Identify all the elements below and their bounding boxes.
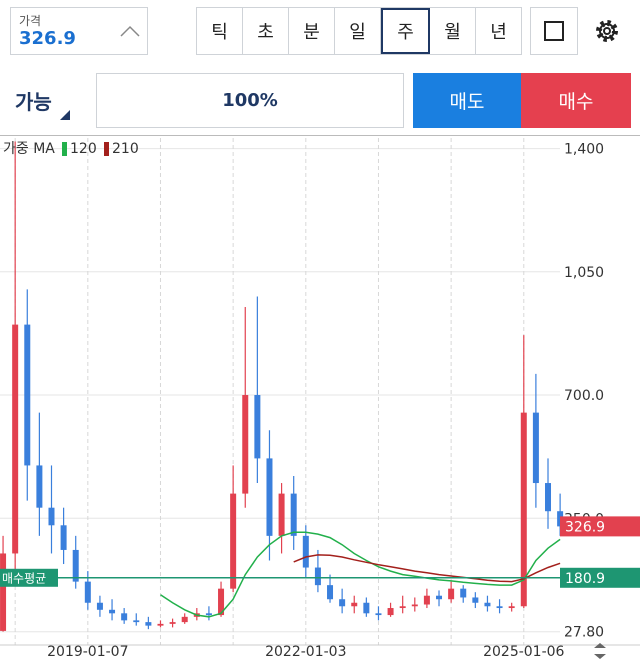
legend-swatch: [62, 142, 67, 156]
period-tab[interactable]: 년: [490, 22, 507, 43]
candle-body: [339, 599, 346, 607]
candle-body: [0, 553, 7, 631]
candle-body: [157, 623, 164, 626]
x-tick-label: 2025-01-06: [483, 644, 564, 660]
candle-body: [363, 602, 370, 614]
price-label: 가격: [19, 14, 42, 28]
candle-body: [266, 458, 273, 536]
candle-body: [508, 606, 515, 609]
candle-body: [496, 606, 503, 609]
candle-body: [436, 595, 443, 600]
candle-body: [84, 581, 91, 603]
settings-button[interactable]: [585, 7, 633, 55]
candle-body: [242, 395, 249, 494]
percent-box[interactable]: 100%: [96, 73, 404, 128]
candle-body: [205, 613, 212, 616]
avg-tag-left: [0, 568, 58, 587]
price-value: 326.9: [19, 28, 76, 49]
period-tab[interactable]: 일: [335, 8, 381, 54]
sell-button[interactable]: 매도: [413, 73, 521, 128]
candle-body: [448, 588, 455, 600]
y-tick-label: 1,050: [564, 265, 604, 281]
chart: 매수평균27.80350.0700.01,0501,400180.9326.92…: [0, 138, 640, 660]
candle-body: [278, 493, 285, 536]
avg-label: 매수평균: [2, 571, 46, 585]
square-button[interactable]: [530, 7, 578, 55]
candle-body: [545, 483, 552, 512]
legend-label: 120: [70, 141, 97, 157]
y-tick-label: 1,400: [564, 142, 604, 158]
period-tab[interactable]: 주: [381, 8, 430, 54]
candle-body: [387, 608, 394, 616]
legend-title: 가중 MA: [3, 141, 55, 157]
candle-body: [351, 602, 358, 607]
candle-body: [72, 549, 79, 582]
legend-swatch: [104, 142, 109, 156]
candle-body: [145, 622, 152, 626]
chevron: [120, 25, 140, 37]
price-tag: [560, 516, 640, 537]
candle-body: [472, 597, 479, 603]
candle-body: [375, 613, 382, 616]
candle-body: [302, 535, 309, 568]
y-tick-label: 27.80: [564, 625, 604, 641]
candle-body: [532, 412, 539, 484]
scroll-icon: [594, 643, 606, 659]
ma-line: [160, 531, 561, 618]
avg-tag-right: [560, 567, 640, 588]
current-price: 326.9: [565, 519, 605, 535]
avg-value: 180.9: [565, 571, 605, 587]
period-tab[interactable]: 월: [430, 8, 476, 54]
candle-body: [520, 412, 527, 607]
candle-body: [230, 493, 237, 589]
candle-body: [48, 507, 55, 526]
candle-body: [314, 567, 321, 586]
period-tab[interactable]: 분: [289, 8, 335, 54]
candle-body: [169, 622, 176, 624]
x-tick-label: 2022-01-03: [265, 644, 346, 660]
candle-body: [121, 613, 128, 621]
dropdown-marker: [60, 110, 70, 120]
candle-body: [24, 324, 31, 466]
candle-body: [12, 324, 19, 554]
ma-line: [293, 554, 561, 583]
x-tick-label: 2019-01-07: [47, 644, 128, 660]
period-tab[interactable]: 틱: [197, 8, 243, 54]
candle-body: [423, 595, 430, 605]
candle-body: [218, 588, 225, 616]
divider: [0, 135, 640, 136]
candle-body: [60, 525, 67, 550]
candle-body: [133, 620, 140, 623]
square-icon: [544, 21, 564, 41]
candle-body: [484, 602, 491, 607]
candle-body: [290, 493, 297, 536]
y-tick-label: 700.0: [564, 388, 604, 404]
candle-body: [36, 465, 43, 508]
legend-label: 210: [112, 141, 139, 157]
candle-body: [109, 609, 116, 614]
candle-body: [399, 606, 406, 609]
candle-body: [327, 585, 334, 600]
candle-body: [460, 588, 467, 598]
candle-body: [254, 395, 261, 459]
qty-label[interactable]: 가능: [15, 90, 52, 114]
candle-body: [96, 602, 103, 610]
candle-body: [411, 604, 418, 607]
buy-button[interactable]: 매수: [521, 73, 631, 128]
period-tab[interactable]: 초: [243, 8, 289, 54]
candle-body: [181, 616, 188, 623]
price-box[interactable]: 가격 326.9: [10, 7, 148, 55]
